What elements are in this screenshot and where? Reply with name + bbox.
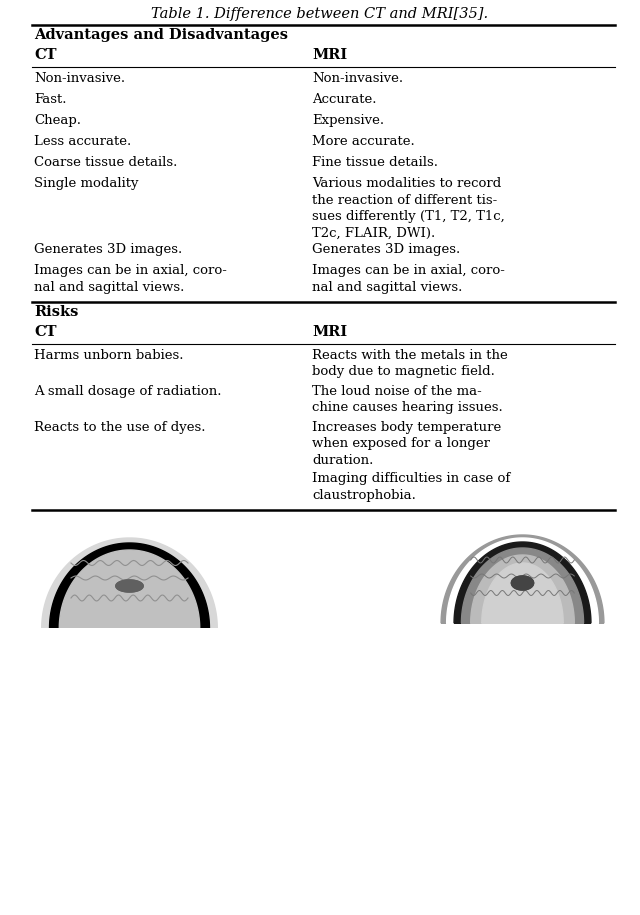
Polygon shape — [49, 543, 209, 628]
Polygon shape — [461, 548, 584, 623]
Text: Reacts to the use of dyes.: Reacts to the use of dyes. — [34, 421, 205, 434]
Text: Risks: Risks — [34, 305, 78, 319]
Text: Non-invasive.: Non-invasive. — [312, 72, 403, 85]
Text: Reacts with the metals in the
body due to magnetic field.: Reacts with the metals in the body due t… — [312, 349, 508, 379]
Polygon shape — [42, 538, 217, 628]
Polygon shape — [511, 576, 534, 590]
Text: Less accurate.: Less accurate. — [34, 135, 131, 148]
Text: Single modality: Single modality — [34, 177, 138, 190]
Polygon shape — [441, 535, 604, 623]
Text: Generates 3D images.: Generates 3D images. — [34, 243, 182, 256]
Text: Increases body temperature
when exposed for a longer
duration.: Increases body temperature when exposed … — [312, 421, 501, 467]
Text: Non-invasive.: Non-invasive. — [34, 72, 125, 85]
Text: Advantages and Disadvantages: Advantages and Disadvantages — [34, 28, 288, 42]
Text: Fine tissue details.: Fine tissue details. — [312, 156, 438, 169]
Text: Table 1. Difference between CT and MRI[35].: Table 1. Difference between CT and MRI[3… — [152, 7, 488, 21]
Polygon shape — [116, 580, 143, 592]
Text: CT: CT — [34, 48, 56, 62]
Text: MRI: MRI — [312, 325, 347, 339]
Polygon shape — [60, 550, 200, 628]
Polygon shape — [116, 580, 143, 592]
Text: Generates 3D images.: Generates 3D images. — [312, 243, 460, 256]
Polygon shape — [482, 563, 563, 623]
Text: MRI: MRI — [312, 48, 347, 62]
Text: Harms unborn babies.: Harms unborn babies. — [34, 349, 184, 362]
Text: A small dosage of radiation.: A small dosage of radiation. — [34, 385, 221, 398]
Text: Imaging difficulties in case of
claustrophobia.: Imaging difficulties in case of claustro… — [312, 472, 510, 501]
Text: Expensive.: Expensive. — [312, 114, 384, 127]
Text: The loud noise of the ma-
chine causes hearing issues.: The loud noise of the ma- chine causes h… — [312, 385, 503, 414]
Text: Coarse tissue details.: Coarse tissue details. — [34, 156, 177, 169]
Polygon shape — [470, 555, 574, 623]
Text: Accurate.: Accurate. — [312, 93, 376, 106]
Polygon shape — [454, 542, 591, 623]
Text: CT: CT — [34, 325, 56, 339]
Text: Images can be in axial, coro-
nal and sagittal views.: Images can be in axial, coro- nal and sa… — [34, 264, 227, 294]
Text: Cheap.: Cheap. — [34, 114, 81, 127]
Text: Various modalities to record
the reaction of different tis-
sues differently (T1: Various modalities to record the reactio… — [312, 177, 505, 240]
Text: More accurate.: More accurate. — [312, 135, 415, 148]
Text: Images can be in axial, coro-
nal and sagittal views.: Images can be in axial, coro- nal and sa… — [312, 264, 505, 294]
Text: Fast.: Fast. — [34, 93, 67, 106]
Polygon shape — [511, 576, 534, 590]
Polygon shape — [447, 538, 598, 623]
